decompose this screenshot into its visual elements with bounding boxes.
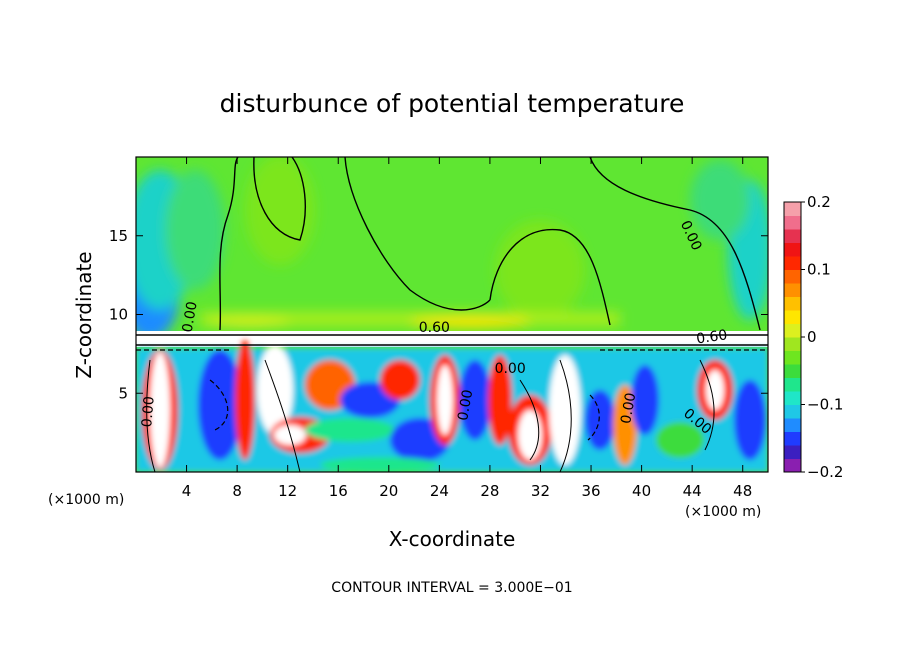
x-tick-label: 12 bbox=[278, 482, 297, 500]
colorbar-swatch bbox=[784, 391, 801, 405]
contour-interval-note: CONTOUR INTERVAL = 3.000E−01 bbox=[331, 580, 572, 596]
colorbar-swatch bbox=[784, 269, 801, 284]
contour-label: 0.60 bbox=[695, 327, 728, 347]
colorbar-tick-label: 0 bbox=[807, 328, 817, 346]
lower-field-shading bbox=[136, 340, 768, 472]
colorbar-swatch bbox=[784, 283, 801, 297]
contour-label: 0.00 bbox=[139, 396, 158, 428]
colorbar-swatch bbox=[784, 337, 801, 351]
x-tick-label: 16 bbox=[329, 482, 348, 500]
colorbar-swatch bbox=[784, 458, 801, 473]
contour-label: 0.00 bbox=[618, 392, 639, 425]
y-axis-label: Z-coordinate bbox=[72, 251, 96, 378]
colorbar-swatch bbox=[784, 310, 801, 324]
negative-contour-lines bbox=[136, 349, 768, 441]
x-tick-label: 44 bbox=[683, 482, 702, 500]
colorbar-swatch bbox=[784, 418, 801, 432]
contour-label: 0.00 bbox=[495, 361, 526, 377]
contour-line bbox=[699, 359, 715, 451]
y-tick-label: 10 bbox=[109, 306, 128, 324]
colorbar-swatch bbox=[784, 242, 801, 257]
colorbar-tick-label: 0.2 bbox=[807, 193, 831, 211]
contour-line bbox=[253, 157, 306, 241]
contour-lines bbox=[136, 157, 768, 346]
colorbar-swatch bbox=[784, 364, 801, 378]
contour-label: 0.00 bbox=[180, 300, 201, 333]
x-axis-label: X-coordinate bbox=[389, 527, 516, 551]
x-tick-label: 4 bbox=[182, 482, 192, 500]
colorbar-tick-label: −0.1 bbox=[807, 396, 843, 414]
y-axis: 5 10 15 bbox=[109, 227, 768, 402]
contour-label: 0.00 bbox=[455, 388, 476, 421]
contour-label: 0.60 bbox=[419, 320, 450, 336]
contour-line bbox=[519, 379, 540, 461]
contour-line bbox=[489, 228, 611, 326]
x-unit-label-left: (×1000 m) bbox=[48, 492, 124, 508]
y-tick-label: 5 bbox=[118, 384, 128, 402]
colorbar-swatch bbox=[784, 202, 801, 216]
contour-line bbox=[146, 359, 156, 472]
colorbar-swatch bbox=[784, 445, 801, 459]
colorbar-swatch bbox=[784, 431, 801, 446]
contour-line bbox=[587, 394, 600, 441]
colorbar-swatch bbox=[784, 377, 801, 392]
x-tick-label: 40 bbox=[632, 482, 651, 500]
contour-line bbox=[589, 157, 761, 331]
x-tick-label: 24 bbox=[430, 482, 449, 500]
upper-field-shading bbox=[136, 157, 768, 340]
contour-line bbox=[344, 157, 491, 311]
contour-line bbox=[559, 359, 572, 472]
y-tick-label: 15 bbox=[109, 227, 128, 245]
colorbar-swatch bbox=[784, 350, 801, 365]
contour-line bbox=[209, 379, 229, 431]
x-tick-label: 48 bbox=[733, 482, 752, 500]
colorbar: 0.2 0.1 0 −0.1 −0.2 bbox=[783, 193, 843, 481]
contour-line bbox=[264, 359, 301, 472]
colorbar-swatch bbox=[784, 215, 801, 230]
lower-contour-lines bbox=[146, 359, 715, 472]
x-tick-label: 36 bbox=[581, 482, 600, 500]
colorbar-swatch bbox=[784, 229, 801, 243]
x-tick-label: 28 bbox=[480, 482, 499, 500]
colorbar-swatch bbox=[784, 296, 801, 311]
contour-line bbox=[219, 157, 239, 331]
x-tick-label: 8 bbox=[232, 482, 242, 500]
colorbar-swatch bbox=[784, 323, 801, 338]
x-axis: 4 8 12 16 20 24 28 32 36 40 44 48 bbox=[182, 157, 752, 500]
x-tick-label: 20 bbox=[379, 482, 398, 500]
chart-title: disturbunce of potential temperature bbox=[220, 89, 685, 118]
x-tick-label: 32 bbox=[531, 482, 550, 500]
colorbar-tick-label: 0.1 bbox=[807, 261, 831, 279]
colorbar-swatch bbox=[784, 256, 801, 270]
colorbar-tick-label: −0.2 bbox=[807, 463, 843, 481]
x-unit-label-right: (×1000 m) bbox=[685, 504, 761, 520]
colorbar-swatch bbox=[784, 404, 801, 419]
plot-area bbox=[136, 157, 768, 472]
